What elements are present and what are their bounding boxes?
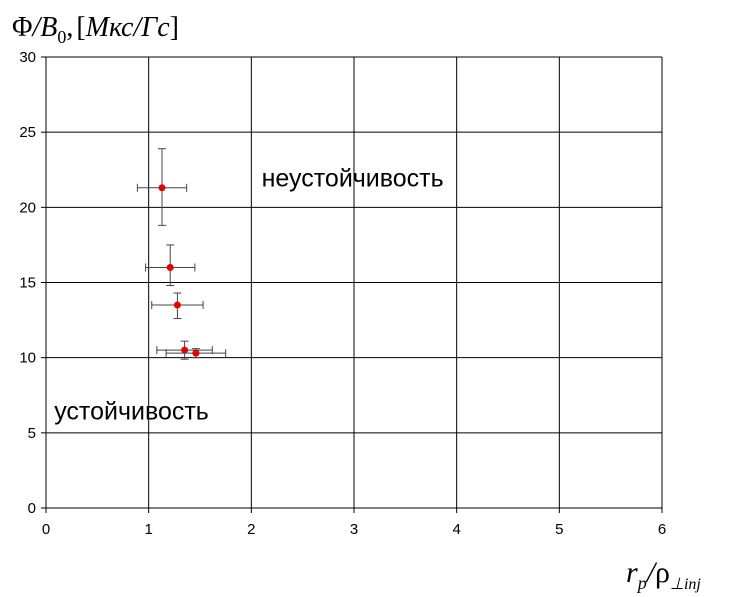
y-tick-label-2: 10 bbox=[19, 350, 36, 367]
tick-label-layer: 0 1 2 3 4 5 6 0 5 10 15 20 25 30 bbox=[19, 49, 666, 538]
x-axis-title-slash: / bbox=[645, 556, 658, 589]
data-point-3 bbox=[181, 346, 189, 354]
data-point-group-2 bbox=[151, 292, 204, 320]
grid-layer bbox=[41, 56, 663, 513]
x-tick-label-6: 6 bbox=[658, 521, 666, 538]
y-axis-title-slash: / bbox=[30, 12, 42, 43]
x-tick-label-1: 1 bbox=[144, 521, 152, 538]
x-tick-label-3: 3 bbox=[350, 521, 358, 538]
instability-region-label: неустойчивость bbox=[262, 164, 444, 192]
data-point-group-1 bbox=[145, 244, 196, 287]
annotation-layer: неустойчивость устойчивость bbox=[54, 164, 443, 425]
y-axis-title-bracket-close: ] bbox=[170, 12, 179, 43]
y-axis-title-bracket-open: [ bbox=[76, 12, 85, 43]
y-axis-title-b-subscript: 0 bbox=[57, 27, 66, 47]
y-tick-label-3: 15 bbox=[19, 275, 36, 292]
x-tick-label-5: 5 bbox=[555, 521, 563, 538]
data-layer bbox=[136, 148, 227, 360]
data-point-1 bbox=[166, 263, 174, 271]
x-axis-title-rho-subscript: ⊥inj bbox=[670, 576, 701, 593]
y-axis-title-unit-slash: / bbox=[131, 12, 143, 43]
y-axis-title-phi: Φ bbox=[12, 12, 32, 43]
y-axis-title-comma: , bbox=[66, 12, 73, 43]
y-axis-title-unit1: Мкс bbox=[85, 12, 134, 43]
x-axis-title: rp/ρ⊥inj bbox=[626, 556, 701, 593]
data-point-0 bbox=[158, 184, 166, 192]
y-axis-title-b: B bbox=[40, 12, 57, 43]
x-tick-label-4: 4 bbox=[452, 521, 460, 538]
x-axis-title-r: r bbox=[626, 556, 638, 589]
y-tick-label-0: 0 bbox=[28, 500, 36, 517]
x-axis-title-rho: ρ bbox=[655, 556, 670, 589]
y-tick-label-4: 20 bbox=[19, 199, 36, 216]
data-point-2 bbox=[173, 301, 181, 309]
data-point-group-4 bbox=[165, 348, 227, 359]
data-point-group-0 bbox=[136, 148, 188, 226]
stability-region-label: устойчивость bbox=[54, 397, 209, 425]
x-tick-label-2: 2 bbox=[247, 521, 255, 538]
y-axis-title-unit2: Гс bbox=[140, 12, 170, 43]
y-tick-label-6: 30 bbox=[19, 49, 36, 66]
data-point-group-3 bbox=[156, 340, 213, 360]
y-tick-label-1: 5 bbox=[28, 425, 36, 442]
y-axis-title: Φ/B0, [Мкс/Гс] bbox=[12, 12, 179, 47]
y-tick-label-5: 25 bbox=[19, 124, 36, 141]
x-tick-label-0: 0 bbox=[42, 521, 50, 538]
x-axis-title-r-subscript: p bbox=[636, 573, 647, 593]
data-point-4 bbox=[192, 349, 200, 357]
